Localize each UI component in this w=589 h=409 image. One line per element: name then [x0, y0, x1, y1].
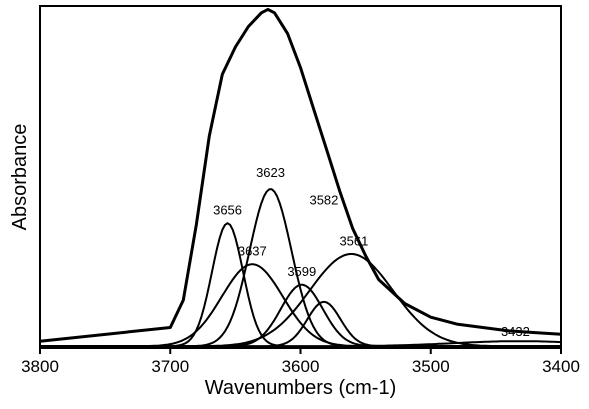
peak-label-3432: 3432: [501, 324, 530, 339]
x-tick-label: 3600: [282, 357, 320, 376]
peak-label-3582: 3582: [309, 192, 338, 207]
curves-layer: [39, 7, 562, 348]
band-curve-3432: [40, 340, 562, 348]
x-tick-marks: [39, 348, 562, 354]
peak-label-3637: 3637: [238, 244, 267, 259]
peak-labels: 3656 3623 3582 3637 3599 3561 3432: [213, 165, 530, 339]
peak-label-3599: 3599: [287, 264, 316, 279]
peak-label-3656: 3656: [213, 203, 242, 218]
peak-label-3623: 3623: [256, 165, 285, 180]
x-tick-label: 3500: [412, 357, 450, 376]
peak-label-3561: 3561: [339, 233, 368, 248]
x-tick-labels: 3800 3700 3600 3500 3400: [21, 357, 580, 376]
x-tick-label: 3400: [542, 357, 580, 376]
x-tick-label: 3700: [151, 357, 189, 376]
plot-frame: [39, 5, 562, 349]
y-axis-title: Absorbance: [9, 124, 31, 231]
envelope-curve: [39, 7, 562, 343]
band-curve-3599: [40, 283, 561, 348]
x-axis-title: Wavenumbers (cm-1): [205, 377, 397, 399]
x-tick-label: 3800: [21, 357, 59, 376]
